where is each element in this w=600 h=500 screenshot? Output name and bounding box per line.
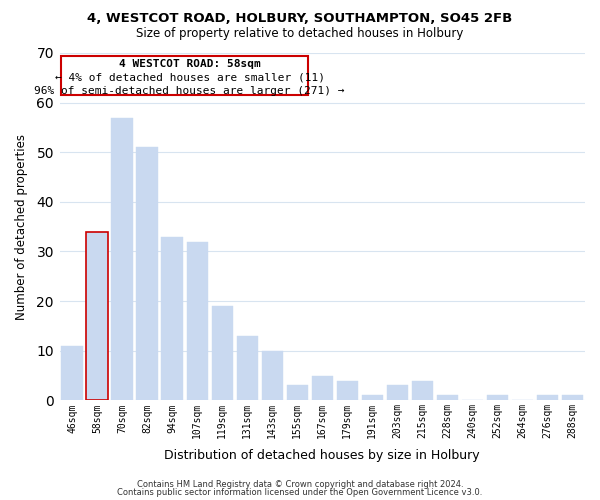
Bar xyxy=(362,396,383,400)
Bar xyxy=(287,386,308,400)
Y-axis label: Number of detached properties: Number of detached properties xyxy=(15,134,28,320)
Bar xyxy=(311,376,333,400)
Bar xyxy=(61,346,83,401)
Text: ← 4% of detached houses are smaller (11): ← 4% of detached houses are smaller (11) xyxy=(55,72,325,83)
Text: Size of property relative to detached houses in Holbury: Size of property relative to detached ho… xyxy=(136,28,464,40)
X-axis label: Distribution of detached houses by size in Holbury: Distribution of detached houses by size … xyxy=(164,450,480,462)
Bar xyxy=(236,336,258,400)
Bar xyxy=(537,396,558,400)
Bar xyxy=(136,148,158,400)
FancyBboxPatch shape xyxy=(61,56,308,95)
Text: 4 WESTCOT ROAD: 58sqm: 4 WESTCOT ROAD: 58sqm xyxy=(119,59,260,69)
Bar xyxy=(437,396,458,400)
Text: Contains HM Land Registry data © Crown copyright and database right 2024.: Contains HM Land Registry data © Crown c… xyxy=(137,480,463,489)
Bar xyxy=(487,396,508,400)
Bar xyxy=(262,350,283,401)
Bar xyxy=(562,396,583,400)
Bar xyxy=(337,380,358,400)
Bar xyxy=(161,236,183,400)
Bar xyxy=(112,118,133,401)
Bar xyxy=(86,232,107,400)
Bar xyxy=(187,242,208,400)
Bar xyxy=(386,386,408,400)
Text: 4, WESTCOT ROAD, HOLBURY, SOUTHAMPTON, SO45 2FB: 4, WESTCOT ROAD, HOLBURY, SOUTHAMPTON, S… xyxy=(88,12,512,26)
Bar xyxy=(212,306,233,400)
Text: Contains public sector information licensed under the Open Government Licence v3: Contains public sector information licen… xyxy=(118,488,482,497)
Text: 96% of semi-detached houses are larger (271) →: 96% of semi-detached houses are larger (… xyxy=(34,86,345,96)
Bar xyxy=(412,380,433,400)
